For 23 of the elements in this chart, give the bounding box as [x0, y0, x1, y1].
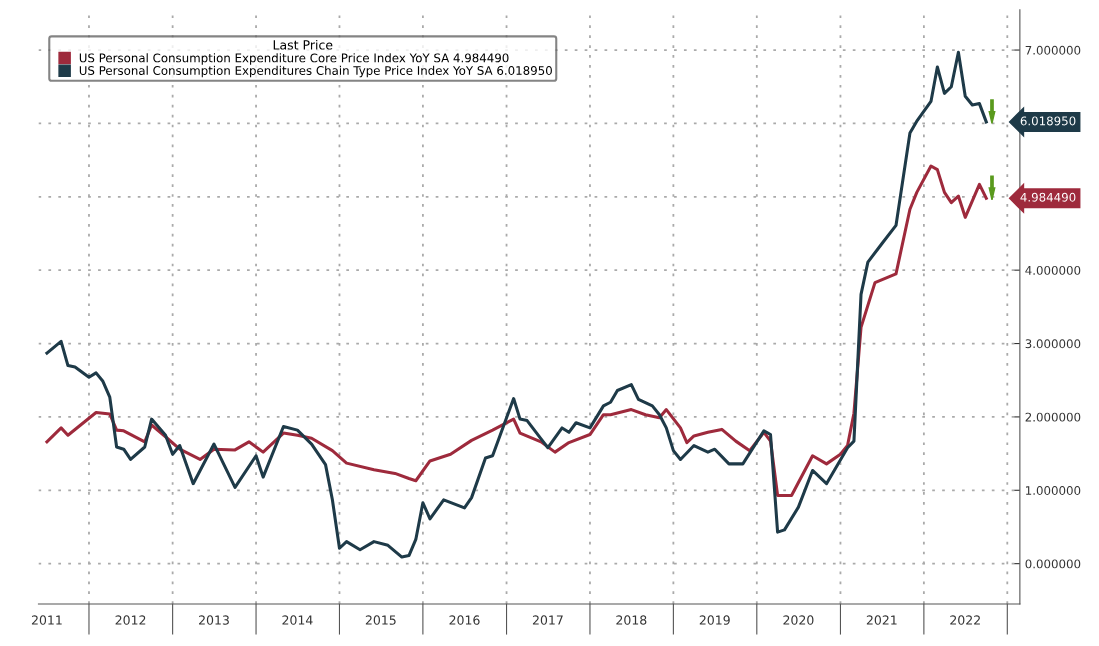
legend-label: US Personal Consumption Expenditures Chain Type Price Index YoY SA 6.018950	[79, 65, 552, 78]
y-tick-label: 4.000000	[1025, 265, 1081, 275]
y-tick-label: 1.000000	[1026, 486, 1081, 495]
x-tick-label: 2015	[365, 615, 396, 625]
y-tick-label: 2.000000	[1025, 412, 1081, 422]
x-tick-label: 2013	[199, 615, 229, 625]
x-tick-label: 2012	[115, 615, 146, 625]
legend-title: Last Price	[273, 39, 333, 50]
y-tick-label: 7.000000	[1025, 45, 1081, 55]
text: 4.984490	[1020, 192, 1076, 202]
y-tick-label: 3.000000	[1025, 339, 1081, 349]
x-tick-label: 2016	[449, 615, 480, 625]
x-tick-label: 2019	[699, 615, 730, 625]
x-tick-label: 2020	[783, 615, 814, 625]
legend-label: US Personal Consumption Expenditure Core Price Index YoY SA 4.984490	[79, 53, 509, 65]
x-tick-label: 2021	[866, 615, 897, 625]
text: 6.018950	[1020, 116, 1076, 126]
x-tick-label: 2018	[616, 615, 647, 625]
x-tick-label: 2022	[950, 615, 980, 625]
x-tick-label: 2017	[532, 615, 563, 625]
y-tick-label: 0.000000	[1025, 559, 1081, 569]
x-tick-label: 2014	[282, 615, 313, 625]
x-tick-label: 2011	[31, 615, 62, 625]
